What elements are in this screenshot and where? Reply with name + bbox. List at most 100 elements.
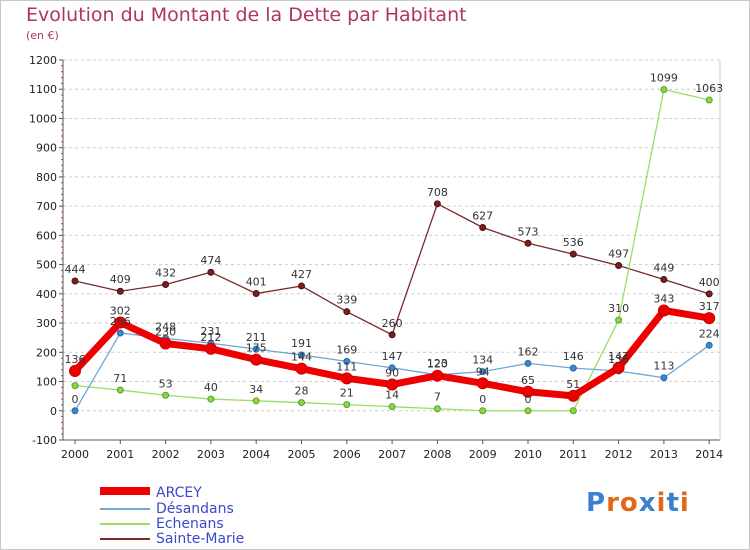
- data-label: 144: [291, 351, 312, 364]
- data-label: 449: [653, 262, 674, 275]
- data-point-arcey: [295, 362, 308, 375]
- y-tick-label: 100: [36, 376, 57, 389]
- tick-labels: -100010020030040050060070080090010001100…: [29, 54, 723, 461]
- legend-label: ARCEY: [156, 485, 202, 501]
- data-label: 474: [200, 254, 221, 267]
- data-label: 248: [155, 320, 176, 333]
- x-tick-label: 2002: [152, 448, 180, 461]
- data-label: 136: [65, 353, 86, 366]
- x-tick-label: 2013: [650, 448, 678, 461]
- x-tick-label: 2003: [197, 448, 225, 461]
- data-point-sainte-marie: [705, 290, 713, 298]
- data-point-sainte-marie: [207, 268, 215, 276]
- data-point-désandans: [660, 374, 668, 382]
- data-point-arcey: [114, 316, 127, 329]
- data-label: 136: [608, 353, 629, 366]
- data-point-echenans: [569, 407, 577, 415]
- data-label: 94: [476, 365, 490, 378]
- data-point-echenans: [162, 391, 170, 399]
- legend-swatch-sainte-marie: [100, 538, 150, 540]
- data-label: 211: [246, 331, 267, 344]
- x-tick-label: 2000: [61, 448, 89, 461]
- data-point-arcey: [657, 304, 670, 317]
- data-point-désandans: [479, 368, 487, 376]
- data-label: 317: [699, 300, 720, 313]
- y-tick-label: 1100: [29, 83, 57, 96]
- data-point-arcey: [612, 361, 625, 374]
- chart-title: Evolution du Montant de la Dette par Hab…: [26, 4, 467, 26]
- legend-label: Echenans: [156, 516, 224, 532]
- data-point-arcey: [431, 369, 444, 382]
- y-tick-label: 700: [36, 200, 57, 213]
- data-point-sainte-marie: [116, 287, 124, 295]
- data-label: 162: [518, 345, 539, 358]
- data-label: 147: [382, 350, 403, 363]
- data-point-echenans: [298, 399, 305, 407]
- data-label: 134: [472, 354, 493, 367]
- data-point-sainte-marie: [343, 308, 351, 316]
- y-tick-label: 500: [36, 259, 57, 272]
- y-tick-label: 400: [36, 288, 57, 301]
- data-point-arcey: [703, 312, 716, 325]
- y-tick-label: 1200: [29, 54, 57, 67]
- data-labels: 444 409 432 474 401 427 339 260 708 627 573 536 497 4…: [65, 72, 724, 406]
- data-label: 444: [65, 263, 86, 276]
- legend-swatch-echenans: [100, 523, 150, 525]
- data-label: 34: [249, 383, 263, 396]
- data-point-désandans: [298, 351, 305, 359]
- data-point-arcey: [69, 365, 81, 378]
- chart-unit: (en €): [26, 29, 59, 42]
- x-tick-label: 2010: [514, 448, 542, 461]
- data-label: 260: [382, 317, 403, 330]
- data-label: 53: [159, 377, 173, 390]
- y-tick-label: 200: [36, 346, 57, 359]
- data-label: 147: [608, 350, 629, 363]
- data-point-arcey: [340, 372, 353, 385]
- legend-swatch-arcey: [100, 487, 150, 495]
- data-point-sainte-marie: [524, 239, 532, 247]
- data-point-arcey: [567, 389, 580, 402]
- data-label: 339: [336, 294, 357, 307]
- data-label: 266: [110, 315, 131, 328]
- data-label: 427: [291, 268, 312, 281]
- x-tick-label: 2012: [605, 448, 633, 461]
- y-tick-label: 0: [50, 405, 57, 418]
- grid-lines: [63, 59, 720, 441]
- data-point-sainte-marie: [660, 276, 668, 284]
- data-label: 409: [110, 273, 131, 286]
- data-label: 7: [434, 391, 441, 404]
- y-tick-label: 300: [36, 317, 57, 330]
- data-label: 111: [336, 360, 357, 373]
- logo-letter: t: [666, 488, 680, 518]
- data-label: 1063: [695, 82, 723, 95]
- x-tick-label: 2006: [333, 448, 361, 461]
- data-point-désandans: [252, 345, 260, 353]
- data-label: 0: [479, 393, 486, 406]
- data-point-désandans: [343, 357, 351, 365]
- data-label: 310: [608, 302, 629, 315]
- logo-letter: x: [638, 488, 657, 518]
- data-point-echenans: [660, 86, 668, 94]
- data-point-echenans: [433, 405, 441, 413]
- data-label: 120: [427, 358, 448, 371]
- data-label: 169: [336, 343, 357, 356]
- x-tick-label: 2014: [695, 448, 723, 461]
- data-label: 65: [521, 374, 535, 387]
- logo-letter: P: [586, 488, 607, 518]
- data-point-sainte-marie: [298, 282, 305, 290]
- data-point-echenans: [388, 403, 396, 411]
- data-label: 224: [699, 327, 720, 340]
- data-point-désandans: [705, 341, 713, 349]
- logo-letter: i: [679, 488, 690, 518]
- proxiti-logo: Proxiti: [586, 488, 690, 518]
- data-label: 0: [525, 393, 532, 406]
- data-label: 51: [566, 378, 580, 391]
- x-tick-label: 2004: [242, 448, 270, 461]
- data-point-sainte-marie: [162, 280, 170, 288]
- data-label: 302: [110, 304, 131, 317]
- data-point-désandans: [388, 364, 396, 372]
- data-point-désandans: [71, 407, 79, 415]
- y-tick-label: 1000: [29, 112, 57, 125]
